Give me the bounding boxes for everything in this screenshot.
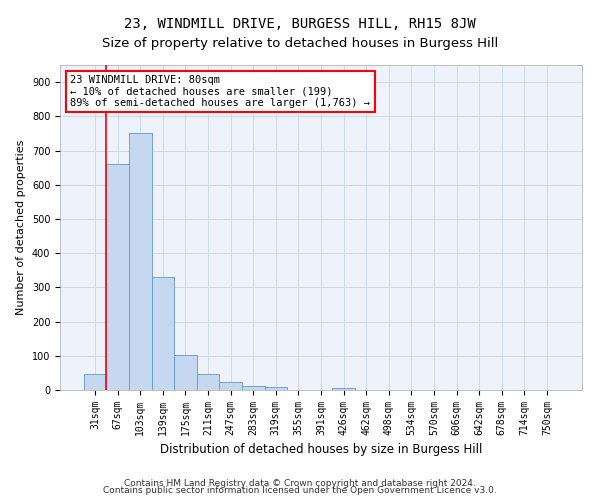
Bar [197,374,220,390]
Bar [242,386,265,390]
Bar [332,388,355,390]
Bar [129,134,152,390]
Text: 23, WINDMILL DRIVE, BURGESS HILL, RH15 8JW: 23, WINDMILL DRIVE, BURGESS HILL, RH15 8… [124,18,476,32]
Text: 23 WINDMILL DRIVE: 80sqm
← 10% of detached houses are smaller (199)
89% of semi-: 23 WINDMILL DRIVE: 80sqm ← 10% of detach… [70,74,370,108]
Bar [152,277,174,390]
Bar [265,388,287,390]
Bar [106,164,129,390]
Bar [174,355,197,390]
Bar [220,382,242,390]
X-axis label: Distribution of detached houses by size in Burgess Hill: Distribution of detached houses by size … [160,444,482,456]
Text: Size of property relative to detached houses in Burgess Hill: Size of property relative to detached ho… [102,38,498,51]
Text: Contains HM Land Registry data © Crown copyright and database right 2024.: Contains HM Land Registry data © Crown c… [124,478,476,488]
Text: Contains public sector information licensed under the Open Government Licence v3: Contains public sector information licen… [103,486,497,495]
Y-axis label: Number of detached properties: Number of detached properties [16,140,26,315]
Bar [84,374,106,390]
